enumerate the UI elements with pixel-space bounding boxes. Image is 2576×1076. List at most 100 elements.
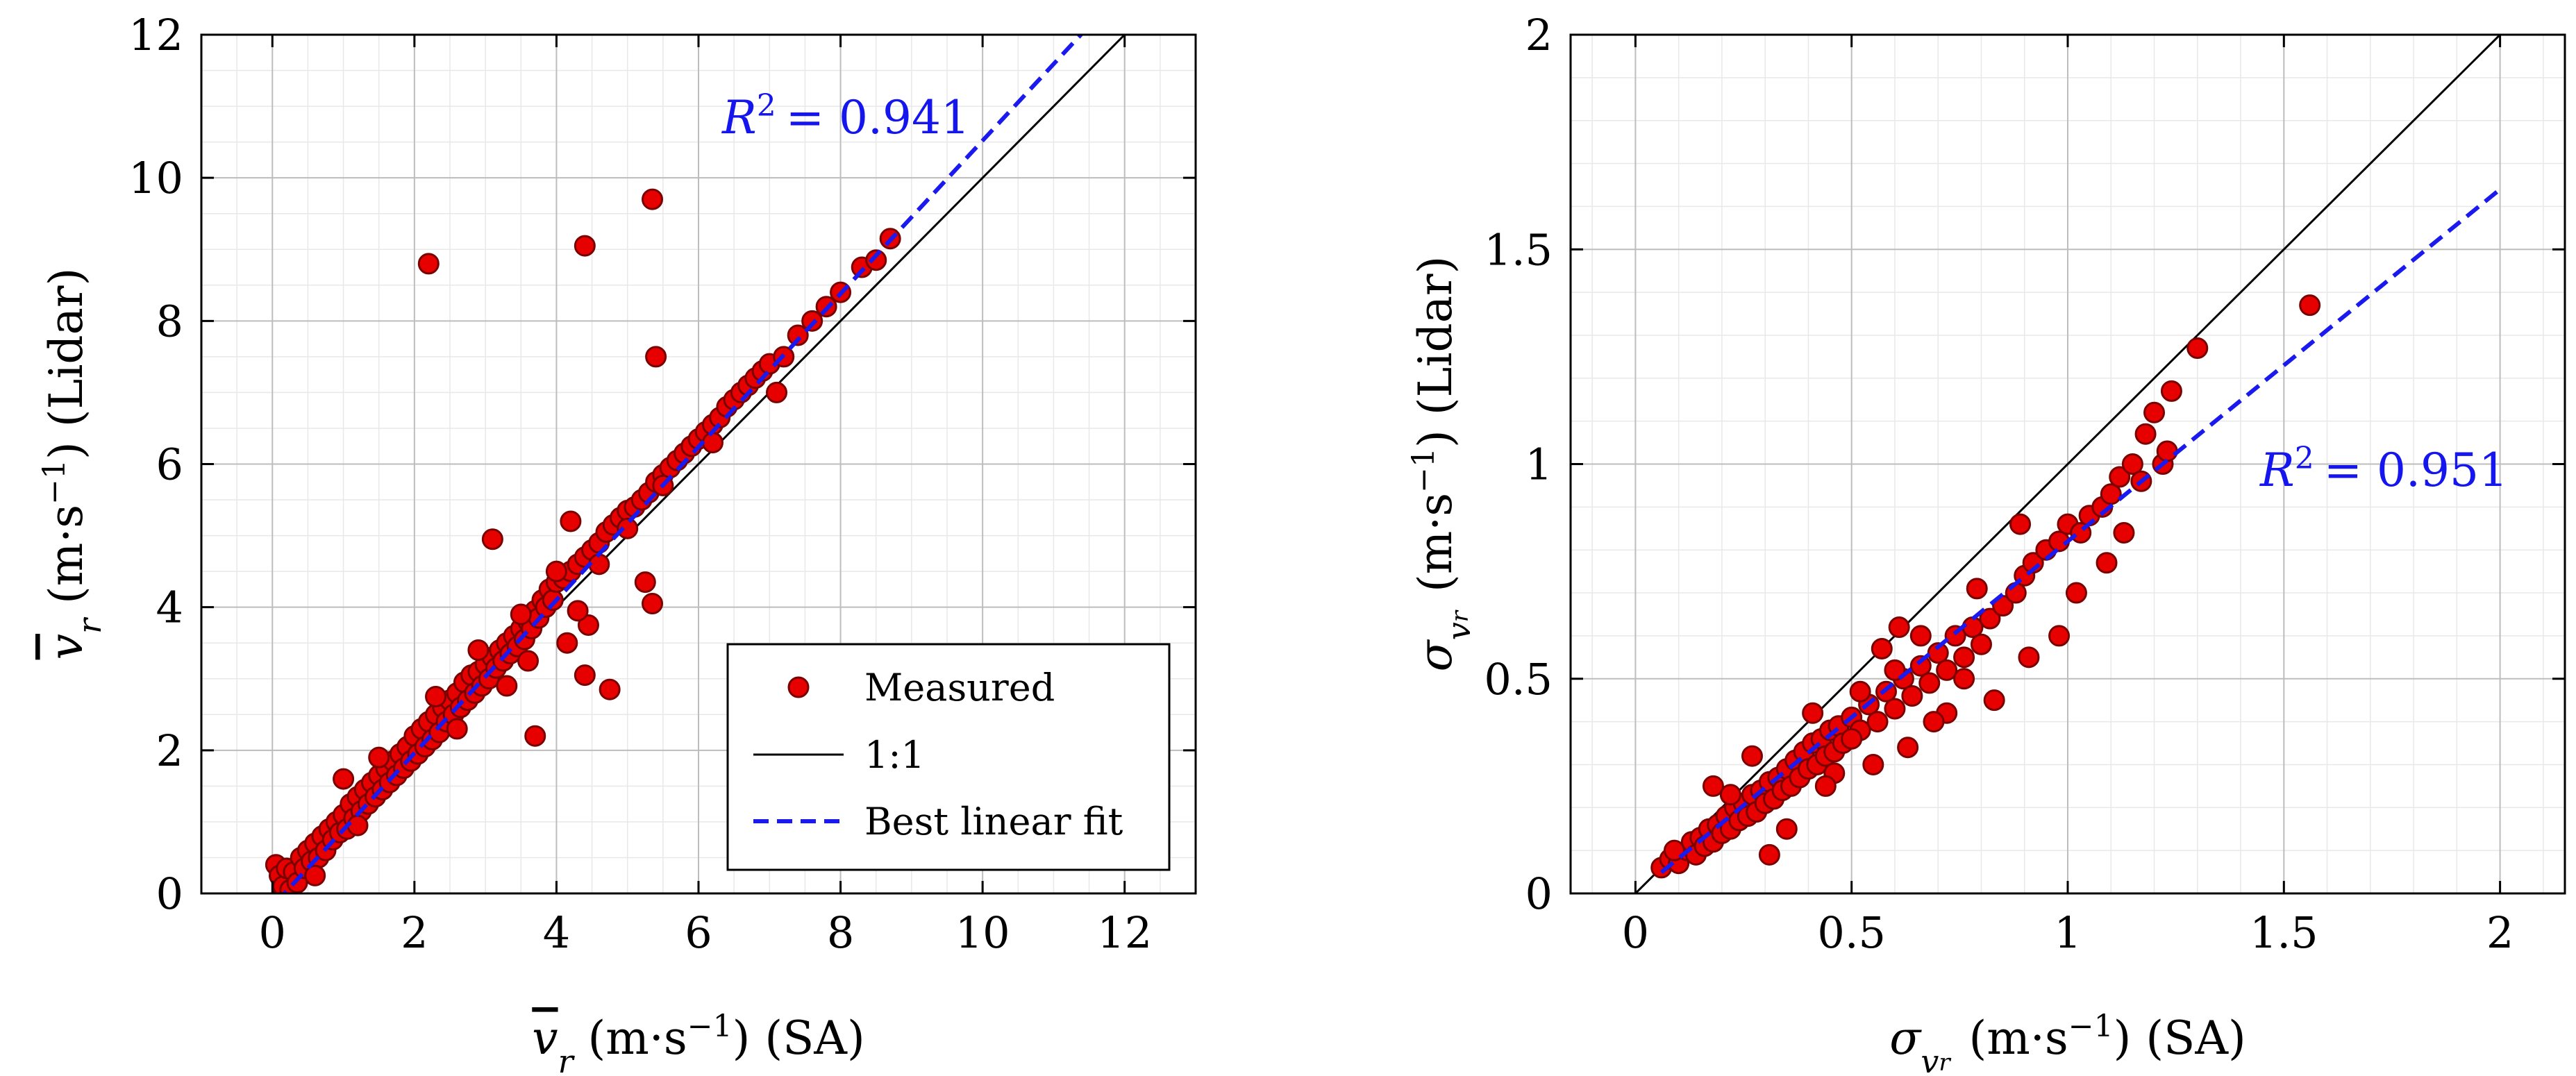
- data-point: [2143, 401, 2166, 423]
- data-point: [304, 864, 326, 886]
- right-r2-exponent: 2: [2295, 441, 2314, 476]
- right-ticks: [1571, 33, 2565, 895]
- left-r2-prefix: R: [721, 91, 757, 144]
- left-r2-value: = 0.941: [786, 91, 970, 144]
- left-y-var: v: [40, 634, 93, 659]
- right-r2-value: = 0.951: [2324, 444, 2508, 497]
- data-point: [1923, 711, 1945, 733]
- legend: Measured 1:1 Best linear fit: [726, 643, 1171, 871]
- data-point: [617, 517, 639, 539]
- data-point: [556, 632, 578, 654]
- data-point: [2121, 453, 2143, 475]
- data-point: [634, 571, 656, 594]
- data-point: [524, 725, 546, 747]
- legend-fit-label: Best linear fit: [864, 800, 1123, 843]
- data-point: [701, 432, 724, 454]
- x-tick-label: 8: [827, 907, 854, 958]
- data-point: [2096, 552, 2118, 574]
- data-point: [333, 768, 355, 790]
- y-tick-label: 1.5: [1484, 224, 1553, 275]
- left-ticks: [201, 33, 1196, 895]
- y-tick-label: 12: [128, 10, 183, 60]
- y-tick-label: 8: [156, 296, 183, 346]
- data-point: [1719, 784, 1741, 806]
- data-point: [1814, 775, 1837, 797]
- x-tick-label: 4: [543, 907, 570, 958]
- data-point: [642, 188, 664, 210]
- data-point: [1775, 818, 1798, 840]
- data-point: [1884, 659, 1906, 681]
- data-point: [481, 528, 503, 550]
- data-point: [2156, 440, 2178, 462]
- data-point: [1871, 637, 1893, 659]
- data-point: [1901, 684, 1923, 707]
- y-tick-label: 10: [128, 153, 183, 203]
- x-tick-label: 1: [2054, 907, 2081, 958]
- data-point: [517, 650, 540, 672]
- left-x-var: v: [532, 1011, 558, 1065]
- data-point: [766, 381, 788, 403]
- x-tick-label: 2: [2486, 907, 2514, 958]
- y-tick-label: 0.5: [1484, 654, 1553, 705]
- data-point: [865, 249, 887, 271]
- data-point: [2048, 625, 2071, 647]
- data-point: [560, 510, 582, 532]
- x-tick-label: 6: [685, 907, 712, 958]
- y-tick-label: 0: [1525, 868, 1553, 919]
- data-point: [2009, 513, 2032, 535]
- right-tick-labels: 0 0.5 1 1.5 2 0 0.5 1 1.5 2: [1484, 10, 2514, 958]
- data-point: [1841, 728, 1863, 750]
- data-point: [545, 560, 567, 582]
- data-point: [446, 718, 468, 740]
- data-point: [1953, 668, 1975, 690]
- data-point: [2113, 521, 2135, 544]
- data-point: [1802, 702, 1824, 724]
- data-point: [1897, 737, 1919, 759]
- data-point: [1918, 672, 1941, 694]
- data-point: [2109, 466, 2131, 488]
- data-point: [2186, 337, 2209, 360]
- identity-line: [1634, 35, 2501, 893]
- data-point: [787, 324, 809, 346]
- data-point: [642, 593, 664, 615]
- left-x-axis-title: vr (m·s−1) (SA): [532, 1009, 864, 1076]
- data-point: [368, 746, 390, 768]
- data-point: [1966, 578, 1988, 600]
- data-point: [1979, 607, 2001, 630]
- left-x-unit: (m·s: [574, 1011, 687, 1065]
- left-tick-labels: 0 2 4 6 8 10 12 0 2 4 6 8 10 12: [128, 10, 1152, 958]
- y-tick-label: 0: [156, 868, 183, 919]
- x-tick-label: 0: [1622, 907, 1649, 958]
- x-tick-label: 12: [1097, 907, 1152, 958]
- left-x-tail: ) (SA): [733, 1011, 865, 1065]
- left-y-tail: ) (Lidar): [40, 268, 93, 460]
- left-r2-annotation: R2 = 0.941: [721, 88, 970, 145]
- x-tick-label: 2: [401, 907, 428, 958]
- data-point: [577, 614, 599, 636]
- x-tick-label: 0: [259, 907, 286, 958]
- right-y-axis-title: σvr (m·s−1) (Lidar): [1406, 256, 1478, 672]
- y-tick-label: 6: [156, 439, 183, 490]
- left-y-axis-title: vr (m·s−1) (Lidar): [37, 268, 109, 660]
- data-point: [1866, 711, 1889, 733]
- data-point: [801, 310, 823, 332]
- left-y-unit: (m·s: [40, 505, 93, 619]
- legend-identity-label: 1:1: [864, 733, 925, 777]
- right-points: [1650, 187, 2502, 879]
- left-points: [265, 35, 1084, 893]
- y-tick-label: 1: [1525, 439, 1553, 490]
- data-point: [1862, 753, 1884, 775]
- right-r2-annotation: R2 = 0.951: [2259, 441, 2508, 498]
- left-x-exp: −1: [687, 1009, 733, 1044]
- data-point: [496, 675, 518, 697]
- data-point: [425, 686, 447, 708]
- data-point: [567, 600, 589, 622]
- data-point: [1741, 745, 1763, 767]
- data-point: [574, 664, 596, 687]
- right-r2-prefix: R: [2259, 444, 2295, 497]
- data-point: [1970, 633, 1992, 655]
- data-point: [346, 814, 369, 837]
- left-r2-exponent: 2: [757, 88, 776, 124]
- data-point: [1909, 655, 1932, 677]
